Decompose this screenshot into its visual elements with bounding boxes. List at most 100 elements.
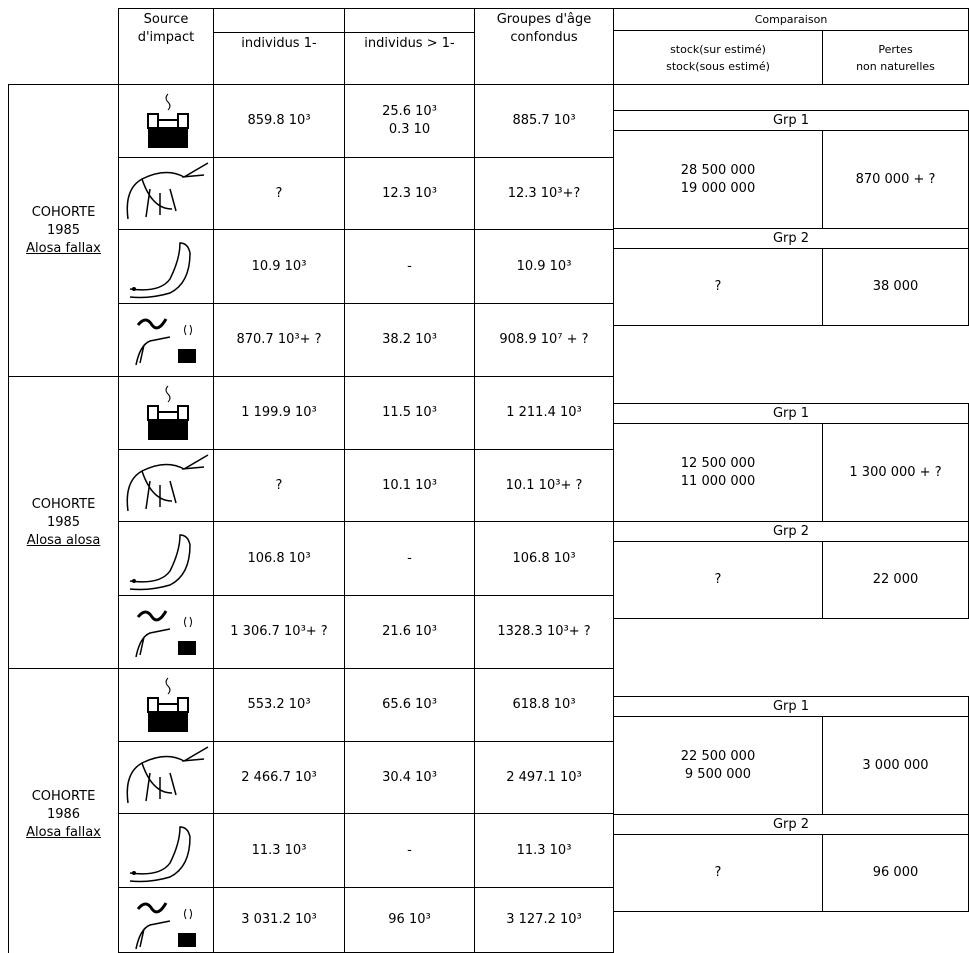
pertes-cell: 38 000 — [822, 248, 969, 326]
value-cell: 885.7 10³ — [474, 84, 614, 158]
cell-text: 2 466.7 10³ — [241, 769, 317, 785]
icon — [129, 242, 191, 299]
header-cell — [213, 8, 345, 33]
cell-text: Grp 1 — [772, 112, 810, 128]
cell-text: 22 000 — [872, 572, 919, 587]
cell-text: stock(sous estimé) — [666, 59, 770, 73]
cell-text: 11.3 10³ — [516, 842, 572, 858]
cell-text: COHORTE — [31, 788, 96, 804]
group-label: Grp 2 — [613, 228, 969, 249]
cell-text: confondus — [510, 30, 578, 45]
cell-text: 885.7 10³ — [512, 113, 576, 128]
cell-text: 1 306.7 10³+ ? — [230, 624, 328, 639]
cell-text: 96 10³ — [388, 912, 431, 927]
icon — [135, 318, 196, 366]
cell-text: Grp 1 — [772, 405, 810, 421]
cell-text: 10.9 10³ — [251, 258, 307, 274]
header-cell: individus > 1- — [344, 32, 475, 85]
value-cell: - — [344, 813, 475, 888]
header-cell: Groupes d'âge confondus — [474, 8, 614, 85]
cell-text: non naturelles — [856, 59, 935, 73]
value-cell: 25.6 10³ 0.3 10 — [344, 84, 475, 158]
cell-text: - — [407, 258, 412, 274]
cell-text: 21.6 10³ — [382, 624, 437, 639]
cell-text: Grp 1 — [772, 698, 810, 714]
cell-text: 12.3 10³ — [382, 185, 437, 201]
cell-text: 2 497.1 10³ — [506, 769, 582, 785]
stock-cell: ? — [613, 541, 823, 619]
pertes-cell: 870 000 + ? — [822, 130, 969, 229]
cell-text: ? — [275, 477, 283, 493]
species: Alosa alosa — [26, 532, 101, 548]
value-cell: 65.6 10³ — [344, 668, 475, 742]
cell-text: 30.4 10³ — [382, 769, 437, 785]
group-label: Grp 1 — [613, 110, 969, 131]
icon — [147, 385, 189, 440]
cell-text: 96 000 — [872, 865, 919, 880]
value-cell: 859.8 10³ — [213, 84, 345, 158]
cell-text: 10.1 10³ — [382, 477, 437, 493]
stock-cell: 22 500 000 9 500 000 — [613, 716, 823, 815]
cell-text: COHORTE — [31, 204, 96, 220]
cell-text: 1328.3 10³+ ? — [497, 624, 591, 639]
cell-text: 11.5 10³ — [382, 405, 437, 420]
pertes-cell: 96 000 — [822, 834, 969, 912]
cell-text: stock(sur estimé) — [670, 42, 766, 56]
value-cell: 12.3 10³+? — [474, 157, 614, 230]
cell-text: 12.3 10³+? — [507, 185, 581, 201]
cell-text: 38 000 — [872, 279, 919, 294]
cell-text: 1 211.4 10³ — [506, 405, 582, 420]
cohort-cell: COHORTE 1985 Alosa alosa — [8, 376, 119, 669]
header-cell: stock(sur estimé) stock(sous estimé) — [613, 30, 823, 85]
icon — [147, 93, 189, 148]
cell-text: Source — [143, 12, 189, 27]
value-cell: 106.8 10³ — [474, 521, 614, 596]
header-cell: Source d'impact — [118, 8, 214, 85]
pertes-cell: 3 000 000 — [822, 716, 969, 815]
cell-text: 106.8 10³ — [247, 550, 311, 566]
value-cell: 2 497.1 10³ — [474, 741, 614, 814]
value-cell: 10.9 10³ — [474, 229, 614, 304]
cell-text: 870 000 + ? — [855, 171, 936, 187]
value-cell: 553.2 10³ — [213, 668, 345, 742]
value-cell: 618.8 10³ — [474, 668, 614, 742]
cohort-cell: COHORTE 1986 Alosa fallax — [8, 668, 119, 953]
species: Alosa fallax — [26, 240, 101, 256]
cell-text: individus 1- — [241, 36, 317, 51]
cell-text: 106.8 10³ — [512, 550, 576, 566]
value-cell: 11.3 10³ — [474, 813, 614, 888]
cell-text: 1 300 000 + ? — [849, 464, 942, 480]
stock-cell: ? — [613, 248, 823, 326]
value-cell: 11.3 10³ — [213, 813, 345, 888]
cell-text: - — [407, 842, 412, 858]
cell-text: Comparaison — [754, 13, 828, 26]
cell-text: 1985 — [46, 222, 81, 238]
value-cell: 21.6 10³ — [344, 595, 475, 669]
cell-text: - — [407, 550, 412, 566]
cell-text: ? — [275, 185, 283, 201]
cell-text: 3 127.2 10³ — [506, 912, 582, 927]
value-cell: 870.7 10³+ ? — [213, 303, 345, 377]
icon — [129, 826, 191, 883]
cell-text: 10.1 10³+ ? — [505, 477, 583, 493]
value-cell: 96 10³ — [344, 887, 475, 953]
stock-cell: 28 500 000 19 000 000 — [613, 130, 823, 229]
cell-text: 908.9 10⁷ + ? — [499, 332, 589, 347]
value-cell: 30.4 10³ — [344, 741, 475, 814]
icon — [126, 746, 209, 804]
cell-text: 0.3 10 — [388, 122, 431, 137]
icon — [126, 454, 209, 512]
cell-text: COHORTE — [31, 496, 96, 512]
value-cell: 2 466.7 10³ — [213, 741, 345, 814]
cell-text: 11.3 10³ — [251, 842, 307, 858]
cell-text: 11 000 000 — [680, 473, 756, 489]
value-cell: 10.1 10³ — [344, 449, 475, 522]
cell-text: Grp 2 — [772, 230, 810, 246]
cohort-cell: COHORTE 1985 Alosa fallax — [8, 84, 119, 377]
cell-text: 3 031.2 10³ — [241, 912, 317, 927]
cell-text: ? — [714, 279, 722, 294]
value-cell: 11.5 10³ — [344, 376, 475, 450]
cell-text: 10.9 10³ — [516, 258, 572, 274]
cell-text: ? — [714, 572, 722, 587]
cell-text: individus > 1- — [364, 36, 455, 51]
